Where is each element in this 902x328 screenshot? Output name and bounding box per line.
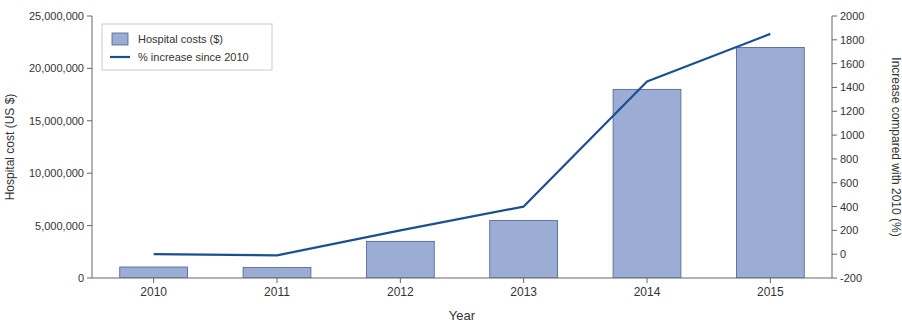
y-axis-title: Hospital cost (US $) [3,94,17,201]
x-tick-label: 2014 [634,285,661,299]
y-tick [87,173,92,174]
y-tick-label: 0 [78,272,84,284]
x-tick [277,278,278,283]
x-tick-label: 2010 [140,285,167,299]
y2-tick [832,158,837,159]
chart-svg: 0 5,000,000 10,000,000 15,000,000 20,000,000… [0,0,902,328]
bar [120,267,188,278]
y2-tick-label: 2000 [840,10,864,22]
y2-tick [832,39,837,40]
y-tick [87,68,92,69]
bar [366,241,434,278]
y2-tick [832,182,837,183]
y-tick-label: 5,000,000 [35,220,84,232]
legend-box [102,24,272,70]
legend-label: Hospital costs ($) [138,33,223,45]
bar [613,89,681,278]
x-tick [770,278,771,283]
y2-tick [832,278,837,279]
y2-axis-title: Increase compared with 2010 (%) [889,57,902,236]
x-tick-label: 2013 [510,285,537,299]
chart-container: 0 5,000,000 10,000,000 15,000,000 20,000,000… [0,0,902,328]
y-tick-label: 20,000,000 [29,62,84,74]
y2-tick-label: -200 [840,272,862,284]
x-tick [153,278,154,283]
y2-tick [832,206,837,207]
legend-swatch [112,33,128,45]
legend: Hospital costs ($) % increase since 2010 [102,24,272,70]
y2-tick [832,16,837,17]
bar [243,268,311,278]
x-axis-title: Year [449,308,476,323]
y-tick [87,120,92,121]
y2-tick-label: 1800 [840,34,864,46]
y2-tick-label: 800 [840,153,858,165]
legend-swatch [110,56,130,58]
y2-tick-label: 200 [840,224,858,236]
y2-tick [832,111,837,112]
y2-tick [832,135,837,136]
x-tick [523,278,524,283]
x-tick-label: 2011 [264,285,290,299]
y-axis-line [92,16,93,278]
x-tick-label: 2012 [387,285,414,299]
bar [736,47,804,278]
y-tick-label: 15,000,000 [29,115,84,127]
x-axis-line [92,278,832,279]
axes: 0 5,000,000 10,000,000 15,000,000 20,000,000… [29,10,865,299]
bar [490,220,558,278]
x-tick [400,278,401,283]
y2-tick [832,87,837,88]
y-tick [87,225,92,226]
y2-tick [832,254,837,255]
y2-tick-label: 600 [840,177,858,189]
legend-label: % increase since 2010 [138,51,249,63]
y2-tick-label: 1200 [840,105,864,117]
y-tick [87,278,92,279]
y2-tick-label: 400 [840,201,858,213]
y2-tick-label: 1400 [840,81,864,93]
y-tick-label: 25,000,000 [29,10,84,22]
x-tick [647,278,648,283]
y2-axis-line [832,16,833,278]
x-tick-label: 2015 [757,285,784,299]
y2-tick-label: 1000 [840,129,864,141]
y2-tick [832,230,837,231]
y-tick-label: 10,000,000 [29,167,84,179]
y2-tick-label: 1600 [840,58,864,70]
y-tick [87,16,92,17]
y2-tick [832,63,837,64]
y2-tick-label: 0 [840,248,846,260]
